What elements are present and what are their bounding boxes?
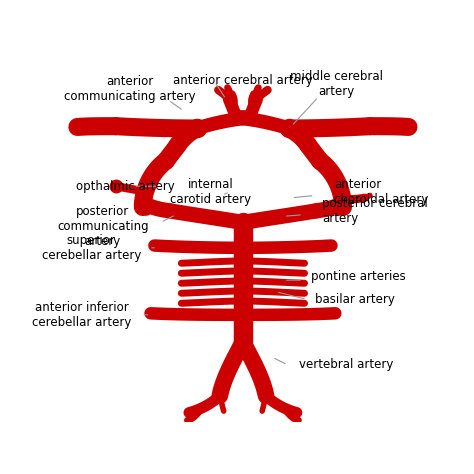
Text: vertebral artery: vertebral artery — [299, 358, 393, 372]
Text: anterior cerebral artery: anterior cerebral artery — [173, 74, 313, 87]
Text: anterior
communicating artery: anterior communicating artery — [64, 75, 196, 103]
Text: anterior inferior
cerebellar artery: anterior inferior cerebellar artery — [32, 301, 132, 329]
Text: anterior
choroidal artery: anterior choroidal artery — [334, 178, 428, 206]
Text: basilar artery: basilar artery — [315, 293, 394, 306]
Text: middle cerebral
artery: middle cerebral artery — [290, 70, 383, 98]
Text: posterior
communicating
artery: posterior communicating artery — [57, 205, 148, 248]
Text: opthalmic artery: opthalmic artery — [76, 180, 174, 193]
Text: internal
carotid artery: internal carotid artery — [170, 178, 251, 206]
Text: pontine arteries: pontine arteries — [310, 270, 405, 283]
Text: posterior cerebral
artery: posterior cerebral artery — [322, 197, 428, 225]
Text: superior
cerebellar artery: superior cerebellar artery — [42, 234, 141, 262]
